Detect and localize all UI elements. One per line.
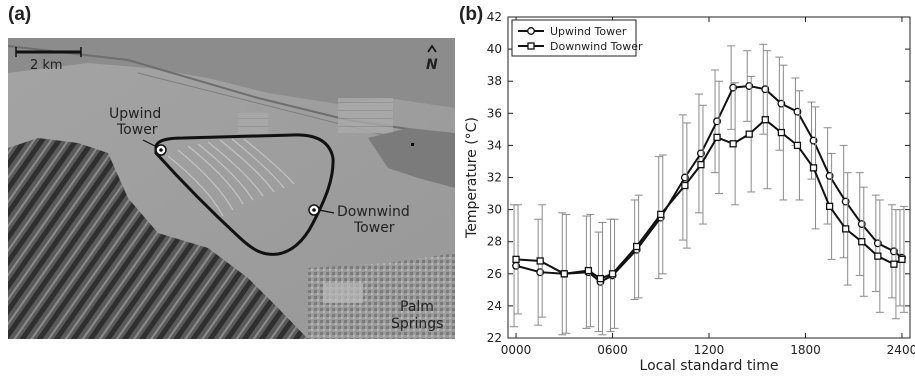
data-point bbox=[898, 255, 906, 264]
downwind-label-line2: Tower bbox=[353, 220, 395, 236]
data-point bbox=[596, 274, 605, 283]
upwind-label-line2: Tower bbox=[116, 122, 158, 138]
y-tick-label: 26 bbox=[487, 267, 502, 281]
x-tick-label: 1800 bbox=[790, 343, 821, 357]
data-point bbox=[512, 255, 520, 264]
data-point bbox=[809, 164, 818, 172]
x-tick-label: 0000 bbox=[501, 343, 532, 357]
y-tick-label: 28 bbox=[487, 235, 502, 249]
legend-label: Downwind Tower bbox=[550, 40, 643, 53]
y-tick-label: 34 bbox=[487, 138, 502, 152]
data-point bbox=[842, 225, 850, 233]
data-point bbox=[874, 252, 882, 260]
farm-grid bbox=[338, 98, 393, 133]
legend-marker bbox=[527, 27, 535, 35]
data-point bbox=[745, 130, 753, 138]
temperature-chart: 22 24 26 28 30 32 34 36 38 40 42 0000 0600 1200 1800 24… bbox=[459, 0, 915, 380]
data-point bbox=[681, 181, 689, 190]
panel-label-b: (b) bbox=[459, 4, 484, 25]
data-point bbox=[761, 116, 769, 124]
y-tick-label: 24 bbox=[487, 299, 502, 313]
north-arrow-icon bbox=[427, 44, 437, 53]
data-point bbox=[777, 128, 786, 137]
y-axis-label: Temperature (°C) bbox=[464, 117, 480, 239]
upwind-label-line1: Upwind bbox=[109, 106, 161, 122]
city-label-line1: Palm bbox=[400, 299, 434, 315]
legend bbox=[511, 19, 637, 57]
data-point bbox=[608, 270, 617, 278]
legend-label: Upwind Tower bbox=[550, 25, 627, 38]
y-tick-label: 40 bbox=[487, 42, 502, 56]
data-point bbox=[890, 260, 898, 268]
data-point bbox=[793, 141, 802, 150]
data-point bbox=[825, 202, 834, 211]
panel-label-a: (a) bbox=[8, 4, 32, 25]
city-area bbox=[308, 253, 455, 339]
eastern-hills bbox=[368, 128, 455, 188]
data-point bbox=[657, 210, 665, 219]
data-point bbox=[560, 270, 568, 278]
city-label-line2: Springs bbox=[391, 316, 443, 332]
satellite-map: 2 km N Upwind Tower Downwind Tower Palm … bbox=[8, 38, 455, 339]
farm-grid-2 bbox=[238, 113, 268, 138]
data-point bbox=[729, 140, 737, 148]
x-tick-label: 1200 bbox=[694, 343, 725, 357]
study-area-boundary bbox=[154, 133, 335, 256]
data-point bbox=[584, 266, 593, 275]
y-tick-label: 36 bbox=[487, 106, 502, 120]
data-point bbox=[632, 242, 641, 251]
x-tick-label: 0600 bbox=[597, 343, 628, 357]
mountains bbox=[8, 138, 308, 339]
legend-marker bbox=[527, 42, 535, 50]
plot-frame bbox=[507, 16, 911, 339]
turbine-rows bbox=[167, 138, 295, 217]
data-point bbox=[536, 257, 544, 265]
scale-label: 2 km bbox=[30, 58, 63, 73]
x-axis-label: Local standard time bbox=[640, 358, 779, 374]
y-tick-label: 38 bbox=[487, 74, 502, 88]
y-tick-label: 22 bbox=[487, 331, 502, 345]
downwind-label-line1: Downwind bbox=[337, 204, 410, 220]
data-point bbox=[697, 161, 705, 169]
y-tick-label: 32 bbox=[487, 171, 502, 185]
y-tick-label: 42 bbox=[487, 10, 502, 24]
north-label: N bbox=[426, 57, 438, 73]
northern-terrain bbox=[8, 38, 455, 108]
y-tick-label: 30 bbox=[487, 203, 502, 217]
city-block bbox=[323, 283, 363, 303]
downwind-leader-line bbox=[318, 209, 335, 214]
x-tick-label: 2400 bbox=[887, 343, 915, 357]
data-point bbox=[858, 238, 866, 246]
data-point bbox=[713, 133, 721, 142]
upwind-leader-line bbox=[142, 139, 158, 148]
